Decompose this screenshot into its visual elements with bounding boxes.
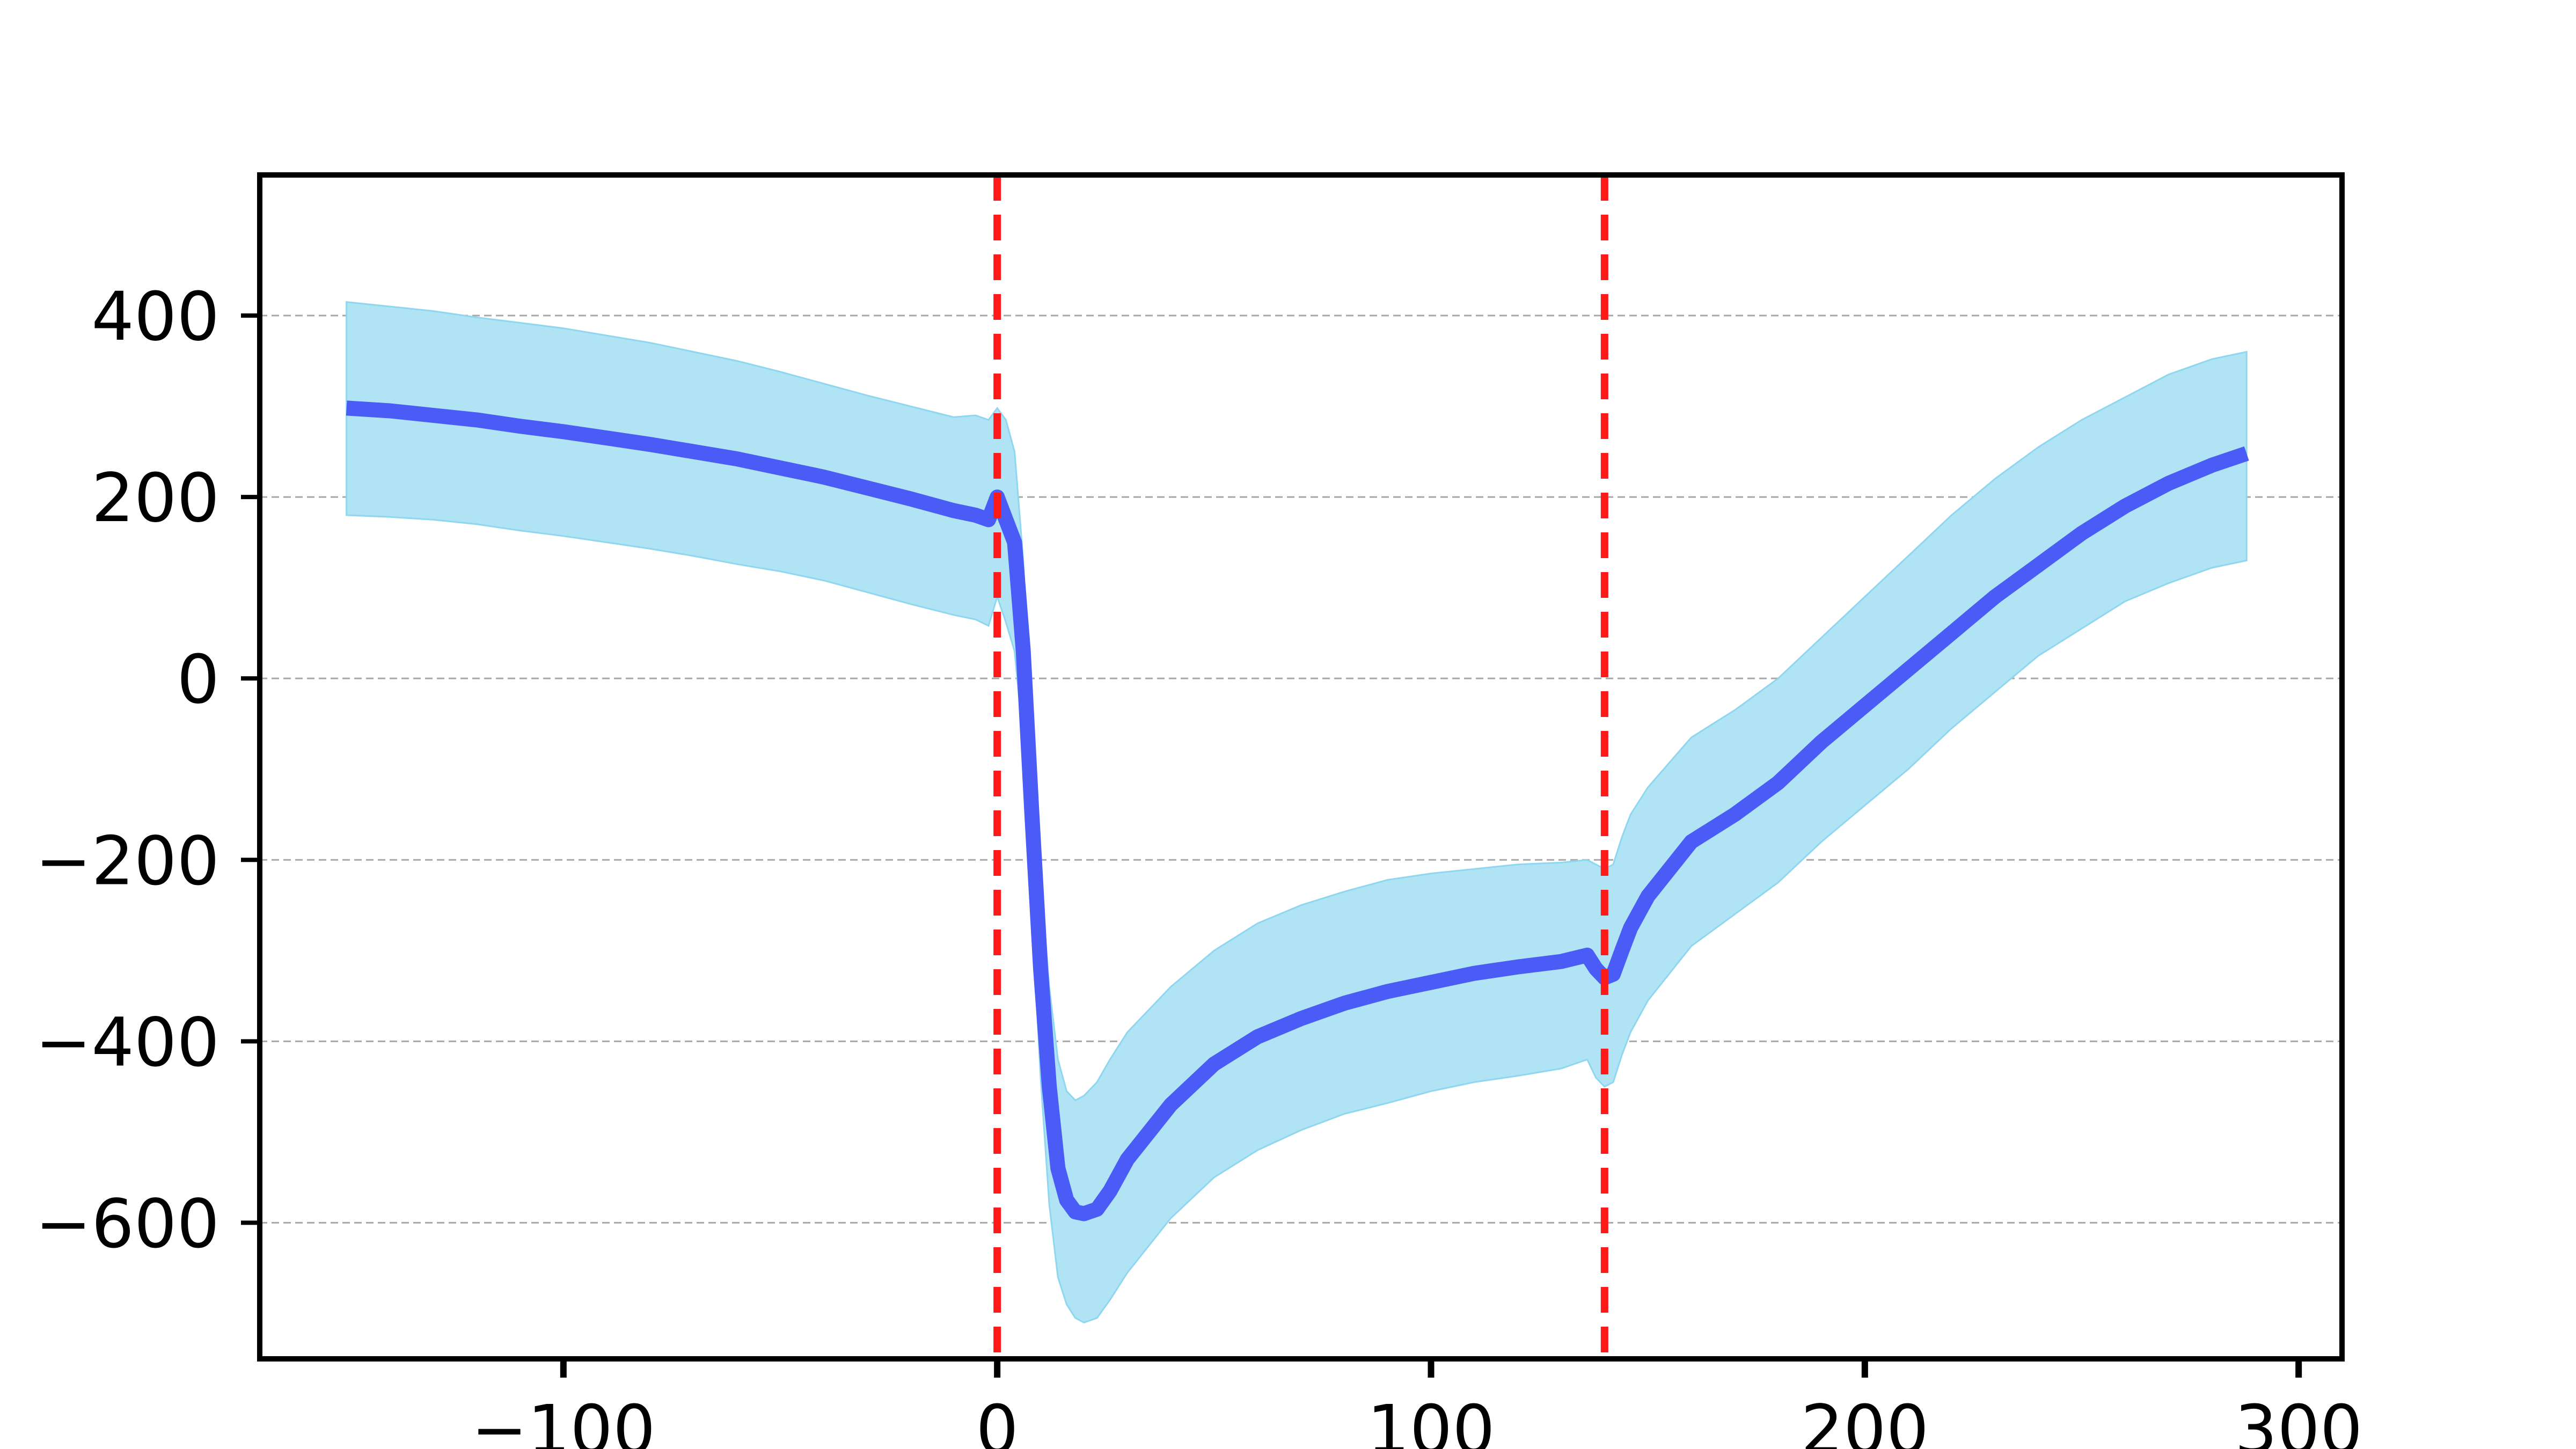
y-tick-label-1: −400 bbox=[35, 1004, 219, 1081]
tick-layer bbox=[241, 313, 2302, 1378]
line-layer bbox=[346, 400, 2249, 1221]
y-tick-label-0: −600 bbox=[35, 1185, 219, 1263]
x-tick-label-4: 300 bbox=[2235, 1391, 2363, 1449]
band-layer bbox=[346, 301, 2248, 1324]
plot-frame bbox=[257, 172, 2345, 1362]
y-tick-label-3: 0 bbox=[177, 641, 219, 719]
y-tick-label-5: 400 bbox=[91, 278, 219, 356]
x-tick-label-1: 0 bbox=[976, 1391, 1019, 1449]
y-tick-label-2: −200 bbox=[35, 822, 219, 900]
y-tick-label-4: 200 bbox=[91, 459, 219, 537]
confidence-band bbox=[346, 301, 2248, 1324]
x-tick-label-3: 200 bbox=[1801, 1391, 1929, 1449]
x-tick-label-0: −100 bbox=[471, 1391, 655, 1449]
label-layer: −100 0 100 200 300 −600 −400 −200 0 200 400 bbox=[35, 278, 2363, 1449]
x-tick-label-2: 100 bbox=[1367, 1391, 1495, 1449]
mean-line bbox=[346, 400, 2249, 1221]
